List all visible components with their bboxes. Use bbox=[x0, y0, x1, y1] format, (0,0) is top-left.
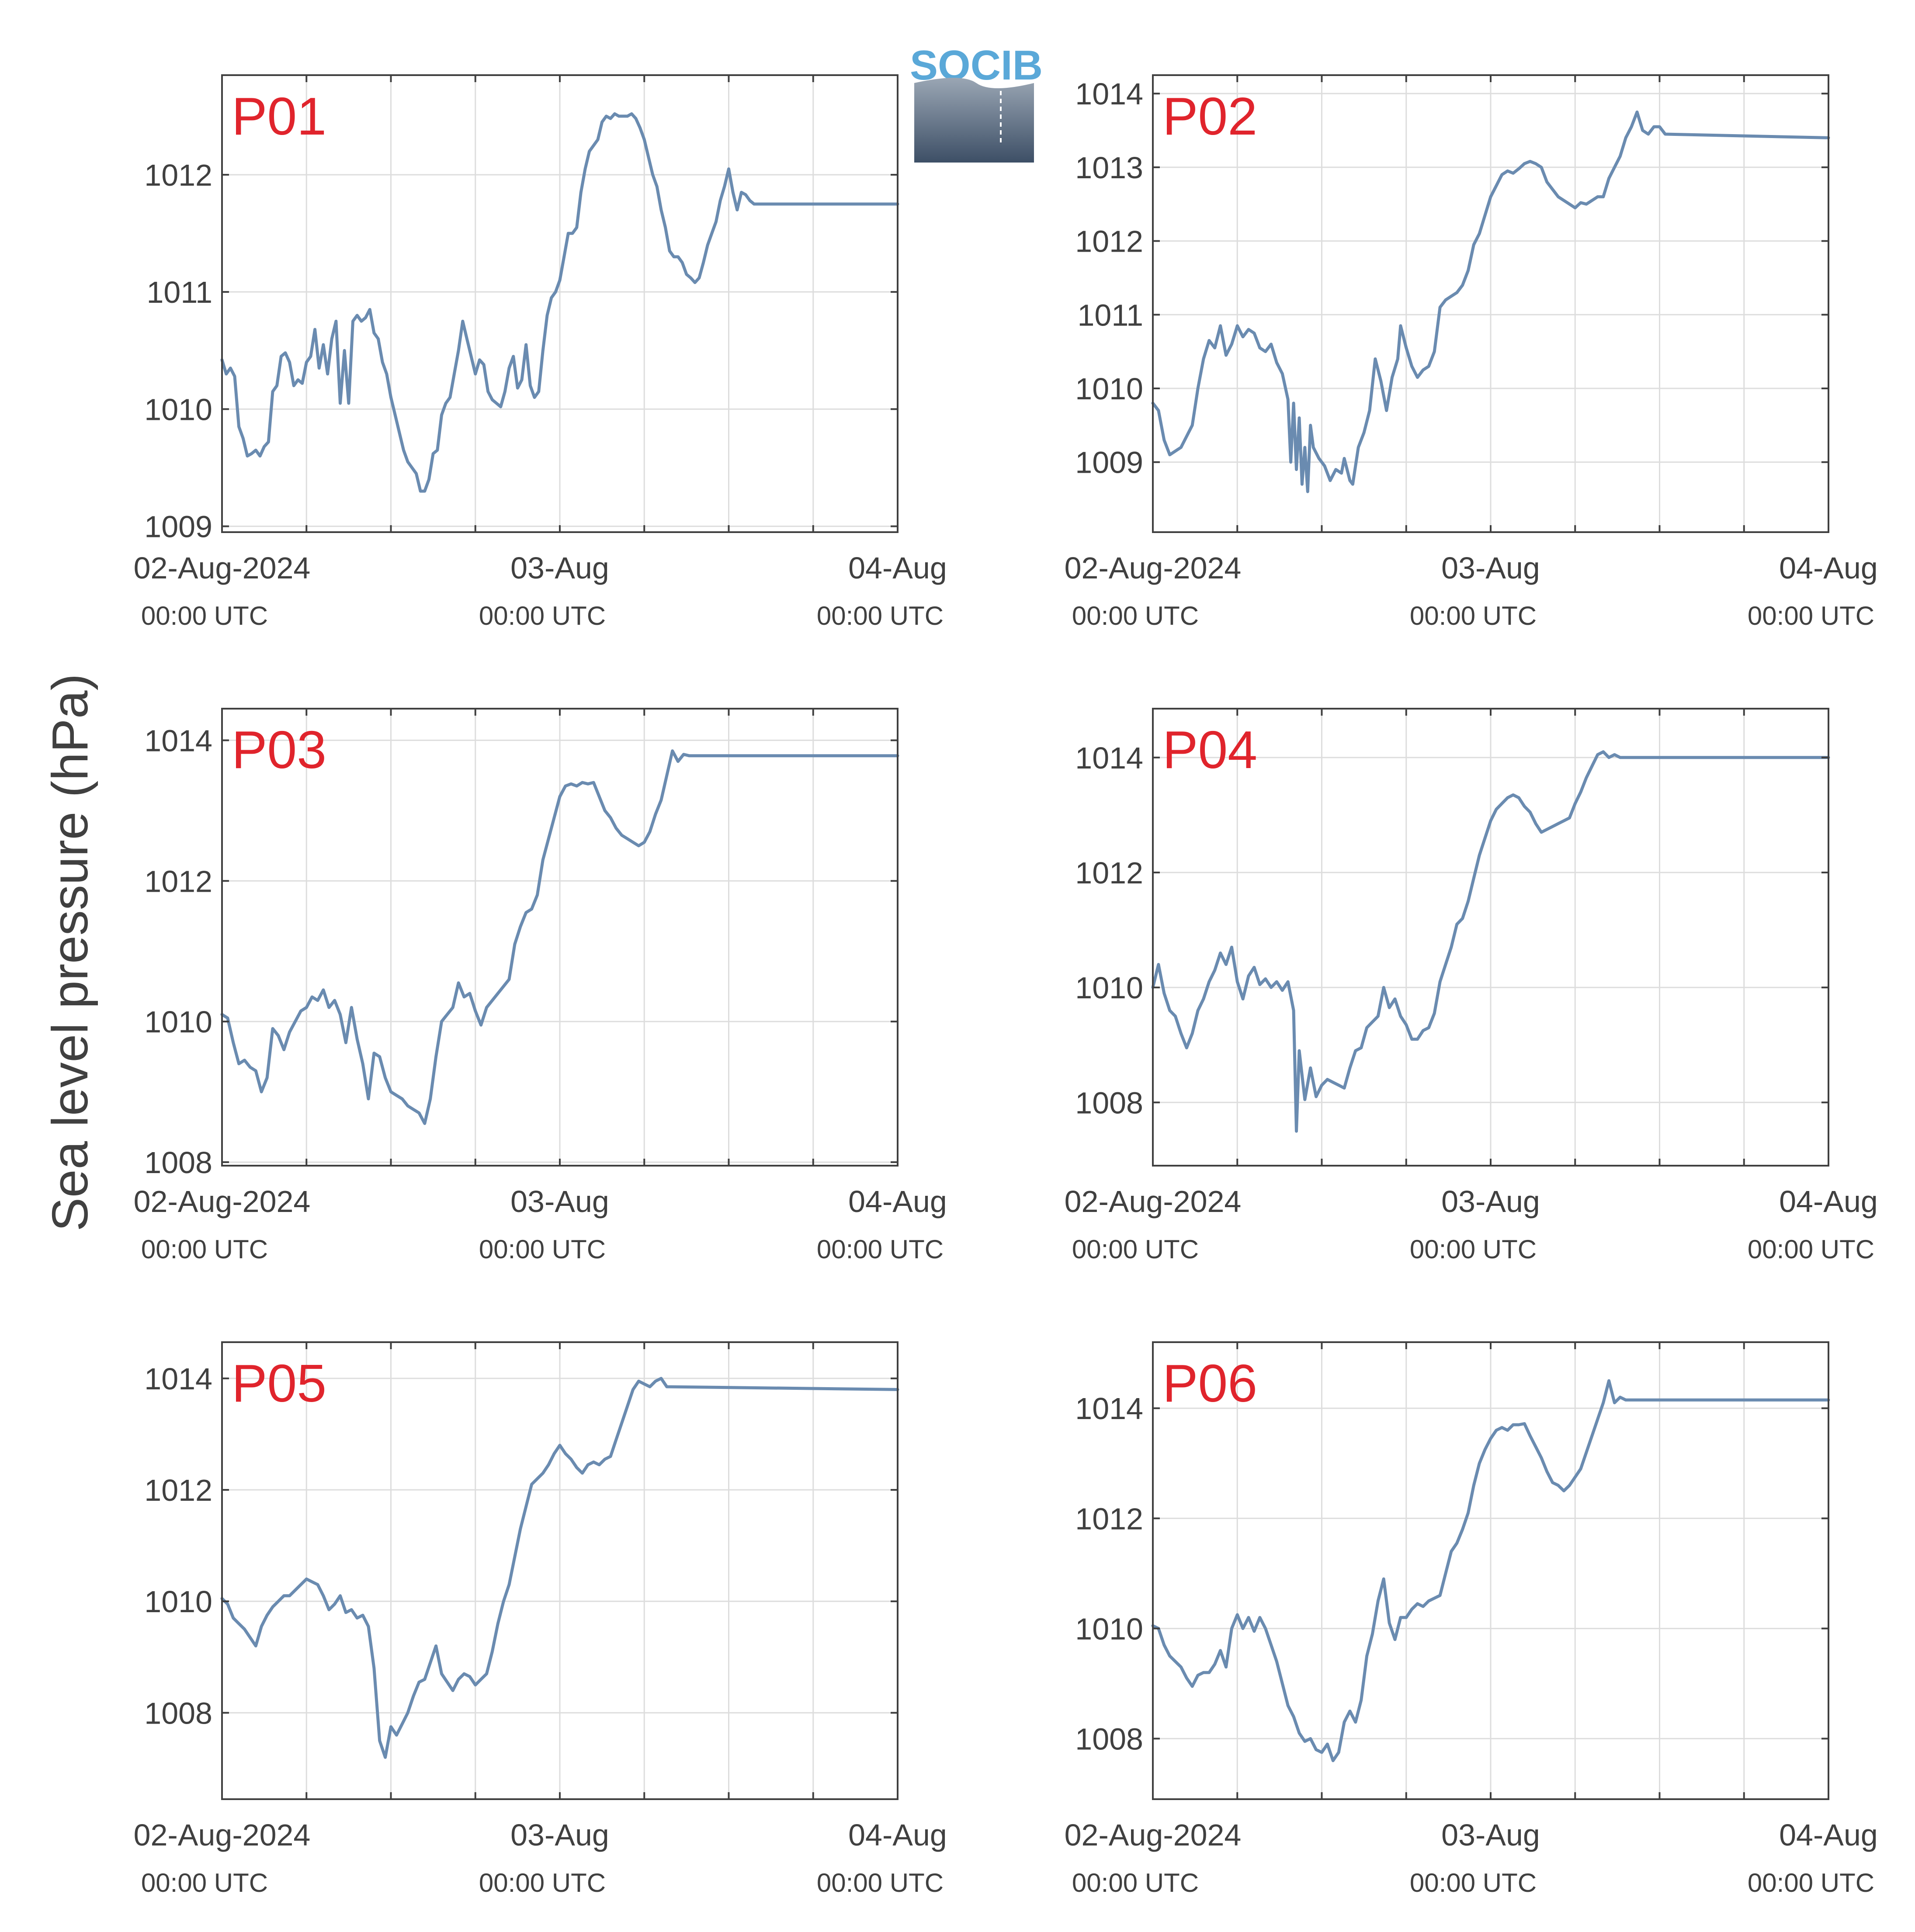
x-tick-sublabel: 00:00 UTC bbox=[817, 1235, 944, 1264]
panel-p05: 1008 1010 1012 1014 02-Aug-2024 00:00 UTC 03-A… bbox=[134, 1341, 947, 1897]
panel-p03: 1008 1010 1012 1014 02-Aug-2024 00:00 UTC 03-A… bbox=[134, 708, 947, 1264]
x-tick-label: 02-Aug-2024 bbox=[134, 551, 311, 585]
x-tick-sublabel: 00:00 UTC bbox=[1748, 1235, 1874, 1264]
y-tick-label: 1014 bbox=[1075, 1392, 1143, 1426]
panel-label: P05 bbox=[232, 1354, 326, 1413]
panel-label: P02 bbox=[1162, 87, 1257, 146]
logo-wave bbox=[914, 78, 1034, 163]
x-tick-sublabel: 00:00 UTC bbox=[1748, 601, 1874, 630]
x-tick-label: 03-Aug bbox=[1441, 1184, 1540, 1219]
x-tick-sublabel: 00:00 UTC bbox=[817, 1868, 944, 1897]
x-tick-label: 03-Aug bbox=[1441, 551, 1540, 585]
x-tick-sublabel: 00:00 UTC bbox=[141, 1235, 268, 1264]
y-tick-label: 1012 bbox=[1075, 225, 1143, 259]
x-tick-label: 03-Aug bbox=[510, 551, 609, 585]
panel-label: P01 bbox=[232, 87, 326, 146]
panel-label: P06 bbox=[1162, 1354, 1257, 1413]
y-tick-label: 1014 bbox=[144, 724, 212, 758]
y-tick-label: 1014 bbox=[1075, 77, 1143, 111]
y-tick-label: 1008 bbox=[1075, 1722, 1143, 1756]
x-tick-sublabel: 00:00 UTC bbox=[479, 1868, 606, 1897]
panel-p06: 1008 1010 1012 1014 02-Aug-2024 00:00 UTC 03-A… bbox=[1065, 1341, 1878, 1897]
x-tick-label: 04-Aug bbox=[848, 1818, 947, 1852]
y-tick-label: 1010 bbox=[144, 1005, 212, 1039]
x-tick-sublabel: 00:00 UTC bbox=[1410, 601, 1537, 630]
x-tick-sublabel: 00:00 UTC bbox=[1072, 601, 1199, 630]
y-tick-label: 1009 bbox=[144, 510, 212, 544]
panel-p04: 1008 1010 1012 1014 02-Aug-2024 00:00 UTC 03-A… bbox=[1065, 708, 1878, 1264]
y-tick-label: 1012 bbox=[1075, 1502, 1143, 1536]
series-line-p04 bbox=[1151, 750, 1830, 1133]
x-tick-label: 02-Aug-2024 bbox=[1065, 1184, 1242, 1219]
x-tick-sublabel: 00:00 UTC bbox=[1748, 1868, 1874, 1897]
series-line-p05 bbox=[220, 1377, 899, 1759]
y-tick-label: 1009 bbox=[1075, 446, 1143, 480]
x-tick-sublabel: 00:00 UTC bbox=[479, 601, 606, 630]
x-tick-sublabel: 00:00 UTC bbox=[479, 1235, 606, 1264]
y-tick-label: 1010 bbox=[144, 1585, 212, 1619]
panel-p01: 1009 1010 1011 1012 02-Aug-2024 00:00 UTC 03-A… bbox=[134, 74, 947, 630]
series-line-p03 bbox=[220, 749, 899, 1125]
panel-label: P04 bbox=[1162, 720, 1257, 779]
y-tick-label: 1014 bbox=[144, 1362, 212, 1396]
series-line-p01 bbox=[220, 112, 899, 493]
x-tick-label: 02-Aug-2024 bbox=[134, 1184, 311, 1219]
x-tick-sublabel: 00:00 UTC bbox=[1410, 1868, 1537, 1897]
x-tick-sublabel: 00:00 UTC bbox=[1072, 1868, 1199, 1897]
x-tick-label: 04-Aug bbox=[848, 1184, 947, 1219]
y-tick-label: 1008 bbox=[144, 1146, 212, 1180]
panels: 1009 1010 1011 1012 02-Aug-2024 00:00 UTC 03-A… bbox=[134, 74, 1878, 1897]
y-tick-label: 1008 bbox=[1075, 1086, 1143, 1120]
y-axis-label: Sea level pressure (hPa) bbox=[42, 674, 98, 1232]
y-tick-label: 1008 bbox=[144, 1696, 212, 1730]
x-tick-label: 02-Aug-2024 bbox=[1065, 551, 1242, 585]
panel-p02: 1009 1010 1011 1012 1013 1014 02-Aug-2024 00:00… bbox=[1065, 74, 1878, 630]
y-tick-label: 1010 bbox=[1075, 971, 1143, 1005]
x-tick-sublabel: 00:00 UTC bbox=[817, 601, 944, 630]
y-tick-label: 1012 bbox=[1075, 856, 1143, 890]
y-tick-label: 1012 bbox=[144, 1473, 212, 1507]
panel-label: P03 bbox=[232, 720, 326, 779]
x-tick-label: 04-Aug bbox=[1779, 1184, 1878, 1219]
y-tick-label: 1010 bbox=[144, 392, 212, 426]
y-tick-label: 1011 bbox=[1077, 298, 1143, 332]
y-tick-label: 1011 bbox=[146, 275, 212, 309]
x-tick-sublabel: 00:00 UTC bbox=[141, 1868, 268, 1897]
x-tick-label: 04-Aug bbox=[1779, 1818, 1878, 1852]
y-tick-label: 1012 bbox=[144, 158, 212, 192]
x-tick-label: 04-Aug bbox=[1779, 551, 1878, 585]
x-tick-label: 04-Aug bbox=[848, 551, 947, 585]
series-line-p02 bbox=[1151, 110, 1830, 493]
x-tick-label: 03-Aug bbox=[1441, 1818, 1540, 1852]
x-tick-label: 03-Aug bbox=[510, 1184, 609, 1219]
y-tick-label: 1014 bbox=[1075, 741, 1143, 775]
y-tick-label: 1012 bbox=[144, 864, 212, 898]
x-tick-sublabel: 00:00 UTC bbox=[1410, 1235, 1537, 1264]
x-tick-label: 02-Aug-2024 bbox=[134, 1818, 311, 1852]
y-tick-label: 1010 bbox=[1075, 372, 1143, 406]
socib-logo: SOCIB bbox=[910, 42, 1043, 163]
y-tick-label: 1013 bbox=[1075, 151, 1143, 185]
x-tick-sublabel: 00:00 UTC bbox=[141, 601, 268, 630]
x-tick-sublabel: 00:00 UTC bbox=[1072, 1235, 1199, 1264]
x-tick-label: 02-Aug-2024 bbox=[1065, 1818, 1242, 1852]
y-tick-label: 1010 bbox=[1075, 1612, 1143, 1646]
x-tick-label: 03-Aug bbox=[510, 1818, 609, 1852]
series-line-p06 bbox=[1151, 1379, 1830, 1762]
